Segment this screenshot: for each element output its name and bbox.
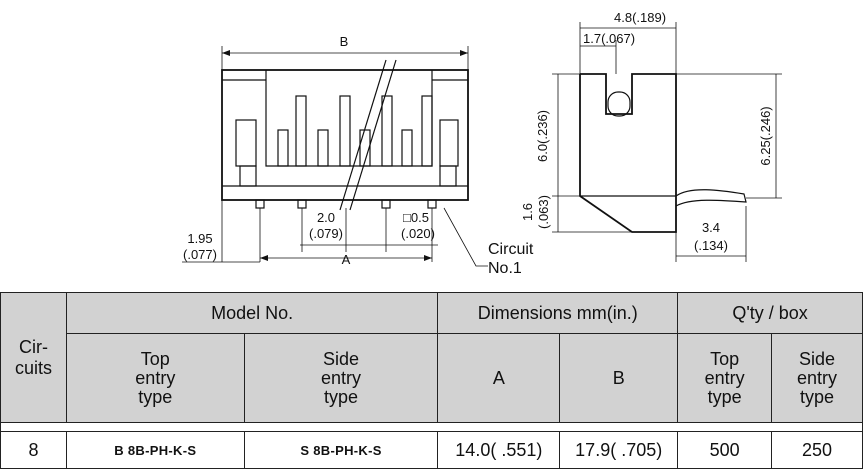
top-entry-header: Top entry type [65, 333, 245, 423]
slot-label: 1.7(.067) [583, 31, 635, 46]
edge-label: 1.95 [187, 231, 212, 246]
side-view: 4.8(.189) 1.7(.067) 6.0(.236) 1.6 (.063)… [520, 10, 782, 262]
connector-drawing: B 2.0 (.07 [182, 10, 782, 277]
edge-inch-label: (.077) [183, 247, 217, 262]
pin-length-label: 3.4 [702, 220, 720, 235]
table-row: 8 B 8B-PH-K-S S 8B-PH-K-S 14.0( .551) 17… [0, 431, 863, 469]
col-b-header: B [559, 333, 679, 423]
qty-side-header: Side entry type [771, 333, 863, 423]
height-body-label: 6.0(.236) [535, 110, 550, 162]
pin-length-inch-label: (.134) [694, 238, 728, 253]
pin-size-label: □0.5 [403, 210, 429, 225]
dim-b-label: B [340, 34, 349, 49]
circuit-no1-label-1: Circuit [488, 241, 534, 258]
side-width-label: 4.8(.189) [614, 10, 666, 25]
dim-a-label: A [342, 252, 351, 267]
col-a-header: A [437, 333, 561, 423]
pitch-inch-label: (.079) [309, 226, 343, 241]
dim-b-cell: 17.9( .705) [559, 431, 679, 469]
front-view: B 2.0 (.07 [182, 34, 534, 277]
spec-table: Cir- cuits Model No. Dimensions mm(in.) … [0, 292, 863, 469]
base-inch-label: (.063) [536, 195, 551, 229]
circuits-cell: 8 [0, 431, 67, 469]
circuit-no1-label-2: No.1 [488, 260, 522, 277]
qty-box-header: Q'ty / box [677, 292, 863, 334]
side-entry-header: Side entry type [243, 333, 439, 423]
base-label: 1.6 [520, 203, 535, 221]
side-model-cell: S 8B-PH-K-S [243, 431, 439, 469]
qty-top-cell: 500 [677, 431, 773, 469]
qty-side-cell: 250 [771, 431, 863, 469]
top-model-cell: B 8B-PH-K-S [65, 431, 245, 469]
pitch-label: 2.0 [317, 210, 335, 225]
dim-a-cell: 14.0( .551) [437, 431, 561, 469]
height-total-label: 6.25(.246) [758, 106, 773, 165]
dimensions-header: Dimensions mm(in.) [437, 292, 679, 334]
model-no-header: Model No. [65, 292, 439, 334]
pin-size-inch-label: (.020) [401, 226, 435, 241]
qty-top-header: Top entry type [677, 333, 773, 423]
circuits-header: Cir- cuits [0, 292, 67, 423]
table-gap [0, 422, 863, 432]
